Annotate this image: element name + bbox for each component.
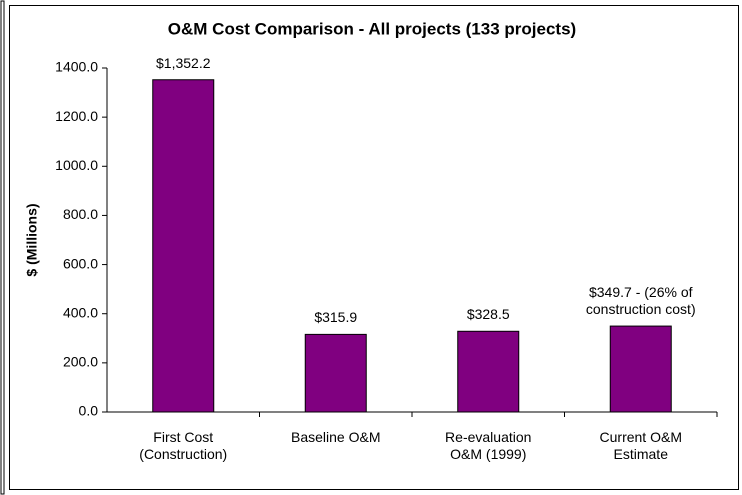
y-axis-label: $ (Millions): [24, 203, 40, 276]
x-tick-label: Re-evaluation O&M (1999): [445, 429, 532, 462]
bar: [457, 330, 520, 413]
x-tick-label: Current O&M Estimate: [599, 429, 682, 462]
y-tick-label: 400.0: [63, 304, 98, 320]
bar: [152, 79, 215, 413]
data-label: $328.5: [466, 306, 510, 323]
left-border: [0, 0, 5, 495]
x-tick-label: First Cost (Construction): [139, 429, 228, 462]
data-label: $349.7 - (26% of construction cost): [585, 284, 696, 318]
y-tick-label: 1000.0: [55, 157, 98, 173]
chart-title: O&M Cost Comparison - All projects (133 …: [168, 19, 576, 38]
y-tick-label: 800.0: [63, 206, 98, 222]
y-tick-label: 0.0: [79, 403, 99, 419]
chart-border: [9, 5, 739, 490]
x-tick-label: Baseline O&M: [291, 429, 381, 445]
bar: [609, 325, 672, 413]
y-tick-label: 1400.0: [55, 59, 98, 75]
y-tick-label: 200.0: [63, 354, 98, 370]
y-tick-label: 1200.0: [55, 108, 98, 124]
y-tick-label: 600.0: [63, 255, 98, 271]
data-label: $315.9: [314, 309, 358, 326]
data-label: $1,352.2: [156, 54, 211, 71]
bar: [304, 333, 367, 413]
